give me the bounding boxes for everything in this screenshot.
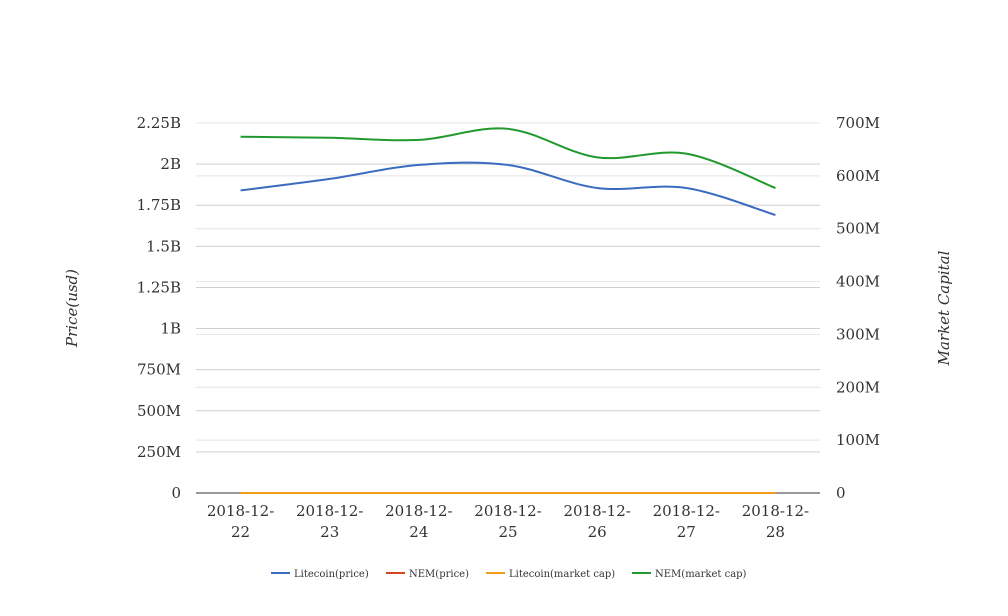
left-tick-label: 750M — [137, 361, 181, 379]
right-tick-label: 600M — [836, 167, 880, 185]
x-tick-label: 23 — [320, 523, 339, 541]
x-tick-label: 25 — [498, 523, 517, 541]
series-line-nem-market-cap — [240, 127, 776, 189]
x-tick-label: 2018-12- — [474, 502, 541, 520]
x-tick-label: 2018-12- — [563, 502, 630, 520]
legend-label: NEM(market cap) — [655, 569, 747, 580]
left-tick-label: 1.75B — [137, 196, 181, 214]
right-tick-label: 700M — [836, 114, 880, 132]
left-tick-label: 2B — [160, 155, 181, 173]
right-tick-label: 200M — [836, 378, 880, 396]
right-tick-label: 0 — [836, 484, 846, 502]
x-tick-label: 2018-12- — [207, 502, 274, 520]
right-axis-title: Market Capital — [935, 250, 953, 366]
series-lines — [240, 127, 776, 495]
x-tick-label: 24 — [409, 523, 428, 541]
x-tick-label: 2018-12- — [742, 502, 809, 520]
legend-label: NEM(price) — [409, 569, 469, 580]
x-tick-label: 22 — [231, 523, 250, 541]
x-tick-label: 2018-12- — [385, 502, 452, 520]
left-tick-label: 1.5B — [146, 237, 181, 255]
x-tick-label: 28 — [766, 523, 785, 541]
left-tick-label: 1B — [160, 320, 181, 338]
x-tick-label: 2018-12- — [653, 502, 720, 520]
left-tick-label: 1.25B — [137, 278, 181, 296]
grid-lines — [196, 122, 820, 453]
left-tick-label: 0 — [171, 484, 181, 502]
legend-label: Litecoin(price) — [294, 569, 369, 580]
x-tick-label: 26 — [588, 523, 607, 541]
right-tick-label: 100M — [836, 431, 880, 449]
left-tick-label: 250M — [137, 443, 181, 461]
left-axis-title: Price(usd) — [63, 269, 81, 348]
x-tick-label: 27 — [677, 523, 696, 541]
left-tick-label: 2.25B — [137, 114, 181, 132]
left-tick-label: 500M — [137, 402, 181, 420]
right-y-axis-ticks: 0 100M 200M 300M 400M 500M 600M 700M — [836, 114, 880, 502]
right-tick-label: 400M — [836, 273, 880, 291]
legend-label: Litecoin(market cap) — [509, 569, 615, 580]
x-tick-label: 2018-12- — [296, 502, 363, 520]
x-axis-ticks: 2018-12- 22 2018-12- 23 2018-12- 24 2018-12- 25… — [207, 502, 809, 541]
right-tick-label: 300M — [836, 325, 880, 343]
legend: Litecoin(price) NEM(price) Litecoin(market… — [271, 569, 747, 580]
right-tick-label: 500M — [836, 220, 880, 238]
left-y-axis-ticks: 0 250M 500M 750M 1B 1.25B 1.5B 1.75B 2B 2.25B — [137, 114, 181, 502]
series-line-litecoin-price — [240, 161, 776, 217]
